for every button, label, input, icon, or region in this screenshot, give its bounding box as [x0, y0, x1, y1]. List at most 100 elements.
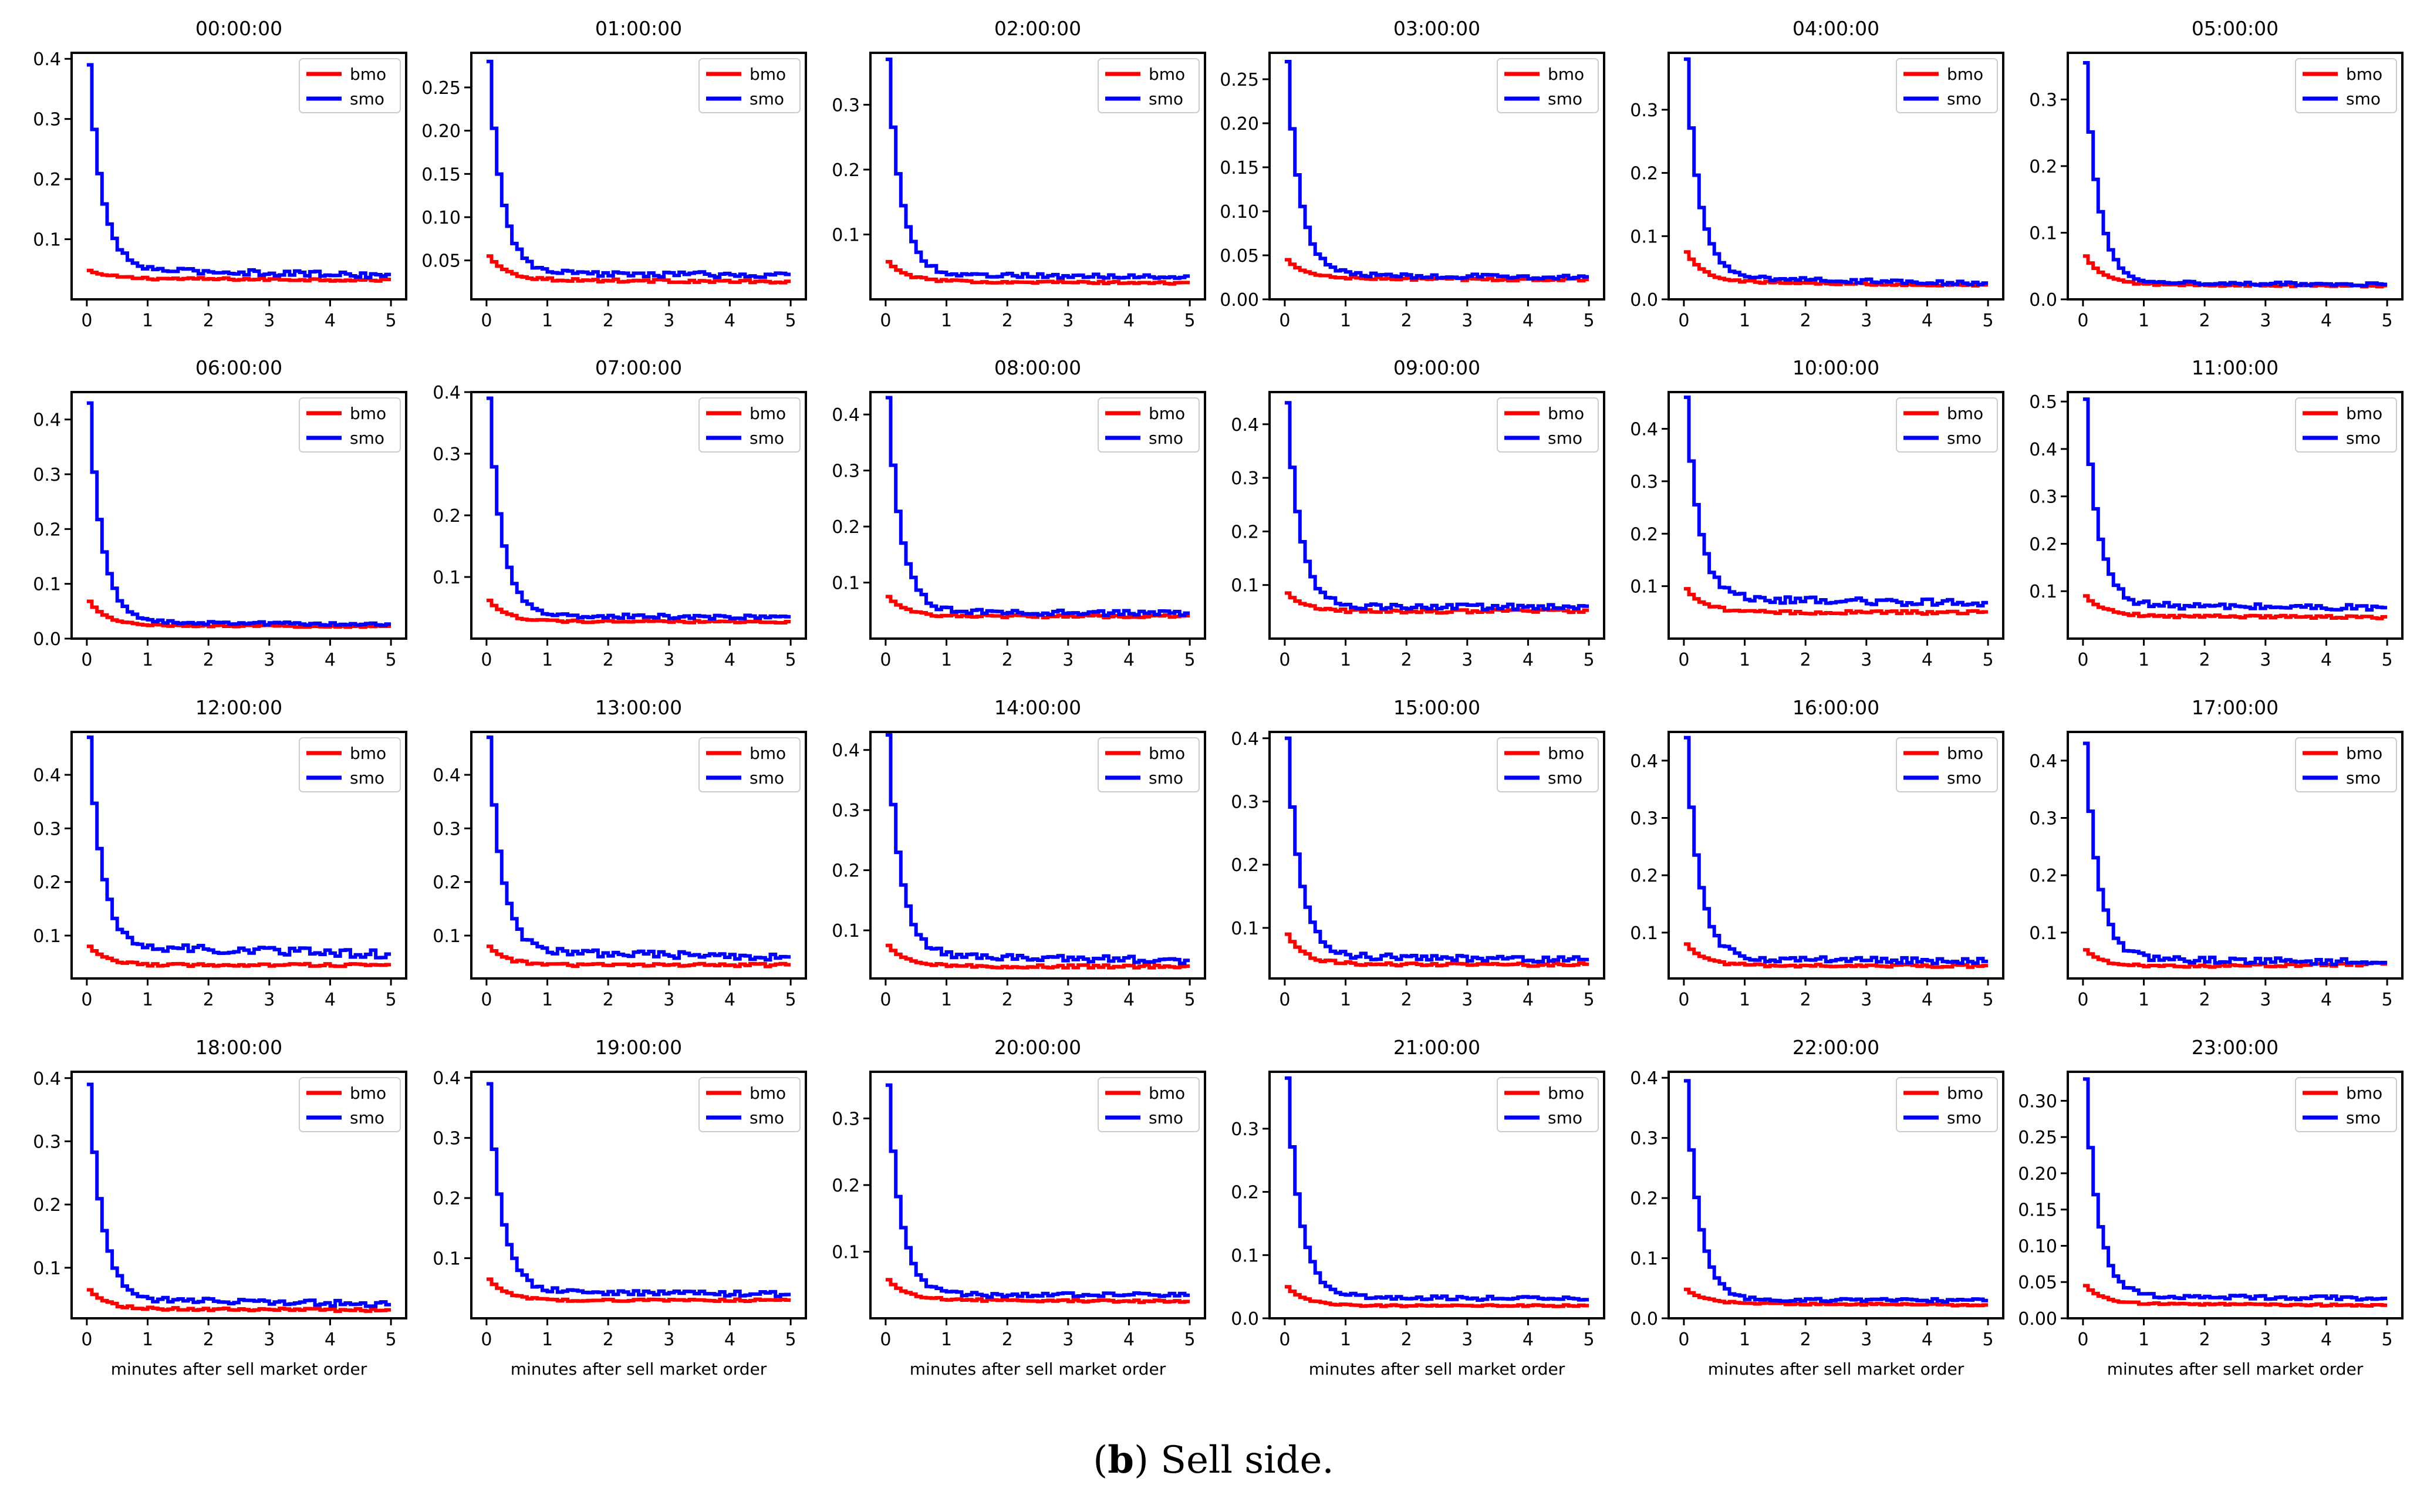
y-tick-label: 0.1: [832, 225, 860, 245]
series-line-bmo: [1284, 591, 1589, 615]
chart-title: 03:00:00: [1393, 17, 1480, 40]
y-tick-label: 0.2: [1231, 855, 1259, 876]
y-tick-label: 0.4: [2029, 751, 2057, 772]
legend-label-bmo: bmo: [750, 404, 786, 423]
x-tick-label: 3: [1062, 650, 1074, 670]
chart-panel-2: 02:00:00 0 1 2 3 4 5 0.1 0.2 0.3 bmo smo: [832, 17, 1206, 331]
chart-panel-1: 01:00:00 0 1 2 3 4 5 0.05 0.10 0.15 0.20 0.25 bmo smo: [421, 17, 807, 331]
x-tick-label: 0: [1279, 1329, 1290, 1350]
y-tick-label: 0.3: [433, 819, 461, 839]
legend: bmo smo: [299, 397, 401, 453]
legend-label-smo: smo: [1548, 89, 1582, 109]
y-tick-label: 0.15: [2018, 1200, 2057, 1221]
x-tick-label: 3: [1461, 310, 1473, 331]
plot-frame: [1268, 1071, 1605, 1319]
y-tick-label: 0.2: [832, 517, 860, 538]
x-tick-label: 3: [663, 310, 674, 331]
legend: bmo smo: [2295, 58, 2397, 113]
legend-label-smo: smo: [350, 428, 384, 448]
legend-label-smo: smo: [1149, 768, 1183, 788]
series-line-bmo: [486, 598, 791, 625]
legend: bmo smo: [299, 1077, 401, 1132]
legend-label-bmo: bmo: [1548, 744, 1584, 763]
y-tick-label: 0.4: [33, 765, 61, 786]
x-tick-label: 1: [1739, 990, 1750, 1010]
x-tick-label: 1: [1739, 650, 1750, 670]
y-tick-label: 0.05: [1220, 246, 1259, 266]
series-line-smo: [885, 733, 1190, 966]
x-tick-label: 2: [2199, 650, 2210, 670]
x-tick-label: 0: [481, 310, 492, 331]
chart-panel-11: 11:00:00 0 1 2 3 4 5 0.1 0.2 0.3 0.4 0.5 bmo smo: [2029, 356, 2404, 670]
x-tick-label: 2: [603, 990, 614, 1010]
x-tick-label: 2: [1401, 650, 1412, 670]
y-tick-label: 0.3: [433, 1129, 461, 1149]
x-tick-label: 3: [1861, 650, 1872, 670]
x-tick-label: 2: [603, 310, 614, 331]
y-tick-label: 0.2: [33, 1195, 61, 1216]
legend-label-bmo: bmo: [2346, 744, 2382, 763]
legend-label-bmo: bmo: [350, 65, 386, 84]
x-tick-label: 2: [2199, 1329, 2210, 1350]
chart-panel-19: 19:00:00 0 1 2 3 4 5 0.1 0.2 0.3 0.4 minutes after …: [433, 1036, 807, 1379]
chart-panel-23: 23:00:00 0 1 2 3 4 5 0.00 0.05 0.10 0.15 0.20 0.25 0.…: [2018, 1036, 2404, 1379]
x-tick-label: 0: [481, 650, 492, 670]
y-tick-label: 0.2: [33, 519, 61, 540]
legend: bmo smo: [1098, 397, 1200, 453]
legend: bmo smo: [1896, 737, 1998, 792]
y-tick-label: 0.1: [1630, 227, 1658, 247]
legend-label-smo: smo: [1149, 89, 1183, 109]
y-tick-label: 0.2: [832, 861, 860, 882]
series-line-smo: [486, 396, 791, 620]
y-tick-label: 0.0: [1630, 290, 1658, 310]
plot-frame: [2067, 52, 2404, 301]
x-tick-label: 3: [1861, 310, 1872, 331]
x-tick-label: 4: [325, 990, 336, 1010]
plot-frame: [1667, 731, 2004, 980]
plot-frame: [470, 731, 807, 980]
y-tick-label: 0.10: [2018, 1236, 2057, 1257]
legend-label-smo: smo: [750, 89, 784, 109]
x-tick-label: 1: [542, 310, 553, 331]
x-tick-label: 2: [1800, 310, 1811, 331]
plot-frame: [869, 1071, 1206, 1319]
x-tick-label: 1: [542, 650, 553, 670]
y-tick-label: 0.1: [1231, 1246, 1259, 1266]
legend-label-bmo: bmo: [1947, 65, 1983, 84]
y-tick-label: 0.2: [2029, 866, 2057, 886]
y-tick-label: 0.4: [1231, 729, 1259, 750]
legend: bmo smo: [698, 737, 801, 792]
y-tick-label: 0.4: [1630, 1068, 1658, 1089]
y-tick-label: 0.00: [2018, 1309, 2057, 1329]
chart-panel-20: 20:00:00 0 1 2 3 4 5 0.1 0.2 0.3 minutes after sel…: [832, 1036, 1206, 1379]
x-tick-label: 4: [2321, 990, 2332, 1010]
x-tick-label: 1: [1340, 310, 1351, 331]
series-line-smo: [885, 58, 1190, 280]
x-tick-label: 4: [724, 990, 735, 1010]
x-tick-label: 5: [386, 650, 397, 670]
chart-title: 22:00:00: [1793, 1036, 1879, 1059]
legend: bmo smo: [1896, 1077, 1998, 1132]
y-tick-label: 0.3: [433, 444, 461, 465]
legend-label-smo: smo: [750, 428, 784, 448]
x-tick-label: 5: [1584, 310, 1595, 331]
plot-frame: [1268, 52, 1605, 301]
y-tick-label: 0.2: [1630, 524, 1658, 545]
chart-panel-15: 15:00:00 0 1 2 3 4 5 0.1 0.2 0.3 0.4 bmo smo: [1231, 696, 1605, 1010]
x-tick-label: 4: [1523, 310, 1534, 331]
x-tick-label: 3: [663, 990, 674, 1010]
y-tick-label: 0.3: [1630, 472, 1658, 492]
series-line-bmo: [1683, 1287, 1989, 1308]
legend-label-smo: smo: [1149, 428, 1183, 448]
plot-frame: [70, 391, 407, 640]
series-line-smo: [2082, 1077, 2388, 1302]
x-tick-label: 4: [1922, 650, 1933, 670]
legend-label-bmo: bmo: [2346, 65, 2382, 84]
chart-panel-8: 08:00:00 0 1 2 3 4 5 0.1 0.2 0.3 0.4 bmo smo: [832, 356, 1206, 670]
legend-label-bmo: bmo: [350, 744, 386, 763]
x-tick-label: 2: [1002, 990, 1013, 1010]
legend: bmo smo: [1497, 1077, 1599, 1132]
chart-title: 04:00:00: [1793, 17, 1879, 40]
plot-frame: [1667, 52, 2004, 301]
chart-panel-14: 14:00:00 0 1 2 3 4 5 0.1 0.2 0.3 0.4 bmo smo: [832, 696, 1206, 1010]
